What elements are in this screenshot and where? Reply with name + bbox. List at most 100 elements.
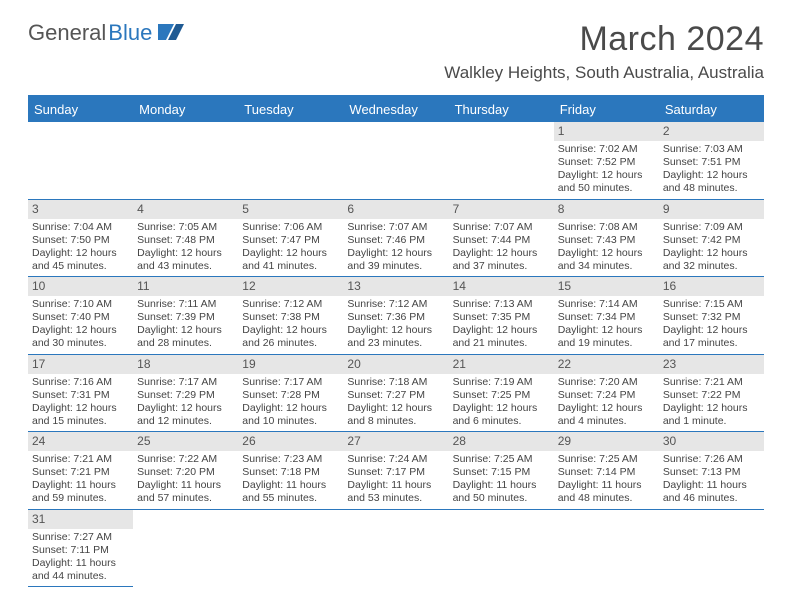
daylight-text: Daylight: 12 hours and 34 minutes. — [558, 247, 655, 273]
daylight-text: Daylight: 12 hours and 4 minutes. — [558, 402, 655, 428]
daylight-text: Daylight: 12 hours and 30 minutes. — [32, 324, 129, 350]
sunrise-text: Sunrise: 7:25 AM — [453, 453, 550, 466]
sunrise-text: Sunrise: 7:17 AM — [242, 376, 339, 389]
day-number: 20 — [343, 355, 448, 374]
sunset-text: Sunset: 7:36 PM — [347, 311, 444, 324]
sunset-text: Sunset: 7:42 PM — [663, 234, 760, 247]
day-cell: 10Sunrise: 7:10 AMSunset: 7:40 PMDayligh… — [28, 277, 133, 355]
day-cell: 20Sunrise: 7:18 AMSunset: 7:27 PMDayligh… — [343, 355, 448, 433]
sunset-text: Sunset: 7:39 PM — [137, 311, 234, 324]
day-cell: 7Sunrise: 7:07 AMSunset: 7:44 PMDaylight… — [449, 200, 554, 278]
sunset-text: Sunset: 7:47 PM — [242, 234, 339, 247]
day-cell: 14Sunrise: 7:13 AMSunset: 7:35 PMDayligh… — [449, 277, 554, 355]
daylight-text: Daylight: 12 hours and 43 minutes. — [137, 247, 234, 273]
sunrise-text: Sunrise: 7:21 AM — [32, 453, 129, 466]
weekday-label: Saturday — [659, 97, 764, 122]
flag-icon — [158, 20, 184, 46]
day-cell: 4Sunrise: 7:05 AMSunset: 7:48 PMDaylight… — [133, 200, 238, 278]
day-number: 10 — [28, 277, 133, 296]
day-cell: 8Sunrise: 7:08 AMSunset: 7:43 PMDaylight… — [554, 200, 659, 278]
daylight-text: Daylight: 11 hours and 46 minutes. — [663, 479, 760, 505]
sunrise-text: Sunrise: 7:27 AM — [32, 531, 129, 544]
sunset-text: Sunset: 7:46 PM — [347, 234, 444, 247]
weekday-label: Tuesday — [238, 97, 343, 122]
empty-cell — [28, 122, 133, 200]
sunrise-text: Sunrise: 7:03 AM — [663, 143, 760, 156]
calendar: SundayMondayTuesdayWednesdayThursdayFrid… — [28, 95, 764, 587]
day-number: 24 — [28, 432, 133, 451]
day-cell: 30Sunrise: 7:26 AMSunset: 7:13 PMDayligh… — [659, 432, 764, 510]
sunrise-text: Sunrise: 7:02 AM — [558, 143, 655, 156]
sunset-text: Sunset: 7:18 PM — [242, 466, 339, 479]
weekday-label: Thursday — [449, 97, 554, 122]
day-cell: 24Sunrise: 7:21 AMSunset: 7:21 PMDayligh… — [28, 432, 133, 510]
sunset-text: Sunset: 7:31 PM — [32, 389, 129, 402]
day-number: 16 — [659, 277, 764, 296]
day-cell: 2Sunrise: 7:03 AMSunset: 7:51 PMDaylight… — [659, 122, 764, 200]
sunrise-text: Sunrise: 7:07 AM — [453, 221, 550, 234]
sunset-text: Sunset: 7:14 PM — [558, 466, 655, 479]
sunrise-text: Sunrise: 7:21 AM — [663, 376, 760, 389]
day-number: 7 — [449, 200, 554, 219]
sunrise-text: Sunrise: 7:12 AM — [347, 298, 444, 311]
daylight-text: Daylight: 12 hours and 28 minutes. — [137, 324, 234, 350]
logo-text-1: General — [28, 20, 106, 46]
sunset-text: Sunset: 7:27 PM — [347, 389, 444, 402]
daylight-text: Daylight: 12 hours and 6 minutes. — [453, 402, 550, 428]
month-title: March 2024 — [444, 20, 764, 59]
daylight-text: Daylight: 12 hours and 1 minute. — [663, 402, 760, 428]
daylight-text: Daylight: 12 hours and 48 minutes. — [663, 169, 760, 195]
sunrise-text: Sunrise: 7:12 AM — [242, 298, 339, 311]
weekday-label: Sunday — [28, 97, 133, 122]
day-number: 26 — [238, 432, 343, 451]
day-cell: 22Sunrise: 7:20 AMSunset: 7:24 PMDayligh… — [554, 355, 659, 433]
day-cell: 6Sunrise: 7:07 AMSunset: 7:46 PMDaylight… — [343, 200, 448, 278]
day-cell: 25Sunrise: 7:22 AMSunset: 7:20 PMDayligh… — [133, 432, 238, 510]
day-number: 3 — [28, 200, 133, 219]
location: Walkley Heights, South Australia, Austra… — [444, 63, 764, 83]
daylight-text: Daylight: 12 hours and 17 minutes. — [663, 324, 760, 350]
daylight-text: Daylight: 12 hours and 23 minutes. — [347, 324, 444, 350]
daylight-text: Daylight: 12 hours and 19 minutes. — [558, 324, 655, 350]
sunrise-text: Sunrise: 7:22 AM — [137, 453, 234, 466]
day-cell: 29Sunrise: 7:25 AMSunset: 7:14 PMDayligh… — [554, 432, 659, 510]
day-number: 18 — [133, 355, 238, 374]
sunrise-text: Sunrise: 7:10 AM — [32, 298, 129, 311]
empty-cell — [238, 122, 343, 200]
daylight-text: Daylight: 11 hours and 48 minutes. — [558, 479, 655, 505]
sunrise-text: Sunrise: 7:11 AM — [137, 298, 234, 311]
logo: GeneralBlue — [28, 20, 184, 46]
day-cell: 27Sunrise: 7:24 AMSunset: 7:17 PMDayligh… — [343, 432, 448, 510]
day-number: 27 — [343, 432, 448, 451]
logo-text-2: Blue — [108, 20, 152, 46]
sunset-text: Sunset: 7:15 PM — [453, 466, 550, 479]
header: GeneralBlue March 2024 Walkley Heights, … — [28, 20, 764, 83]
sunrise-text: Sunrise: 7:07 AM — [347, 221, 444, 234]
day-number: 12 — [238, 277, 343, 296]
day-number: 31 — [28, 510, 133, 529]
day-cell: 9Sunrise: 7:09 AMSunset: 7:42 PMDaylight… — [659, 200, 764, 278]
sunrise-text: Sunrise: 7:20 AM — [558, 376, 655, 389]
weekday-label: Monday — [133, 97, 238, 122]
day-cell: 28Sunrise: 7:25 AMSunset: 7:15 PMDayligh… — [449, 432, 554, 510]
day-number: 23 — [659, 355, 764, 374]
sunrise-text: Sunrise: 7:04 AM — [32, 221, 129, 234]
daylight-text: Daylight: 12 hours and 50 minutes. — [558, 169, 655, 195]
day-number: 14 — [449, 277, 554, 296]
daylight-text: Daylight: 12 hours and 12 minutes. — [137, 402, 234, 428]
sunrise-text: Sunrise: 7:23 AM — [242, 453, 339, 466]
sunset-text: Sunset: 7:50 PM — [32, 234, 129, 247]
sunset-text: Sunset: 7:51 PM — [663, 156, 760, 169]
sunset-text: Sunset: 7:35 PM — [453, 311, 550, 324]
sunset-text: Sunset: 7:32 PM — [663, 311, 760, 324]
daylight-text: Daylight: 12 hours and 39 minutes. — [347, 247, 444, 273]
sunrise-text: Sunrise: 7:19 AM — [453, 376, 550, 389]
day-cell: 1Sunrise: 7:02 AMSunset: 7:52 PMDaylight… — [554, 122, 659, 200]
sunrise-text: Sunrise: 7:24 AM — [347, 453, 444, 466]
day-cell: 13Sunrise: 7:12 AMSunset: 7:36 PMDayligh… — [343, 277, 448, 355]
sunrise-text: Sunrise: 7:06 AM — [242, 221, 339, 234]
day-number: 22 — [554, 355, 659, 374]
weekday-label: Wednesday — [343, 97, 448, 122]
day-number: 19 — [238, 355, 343, 374]
sunset-text: Sunset: 7:11 PM — [32, 544, 129, 557]
